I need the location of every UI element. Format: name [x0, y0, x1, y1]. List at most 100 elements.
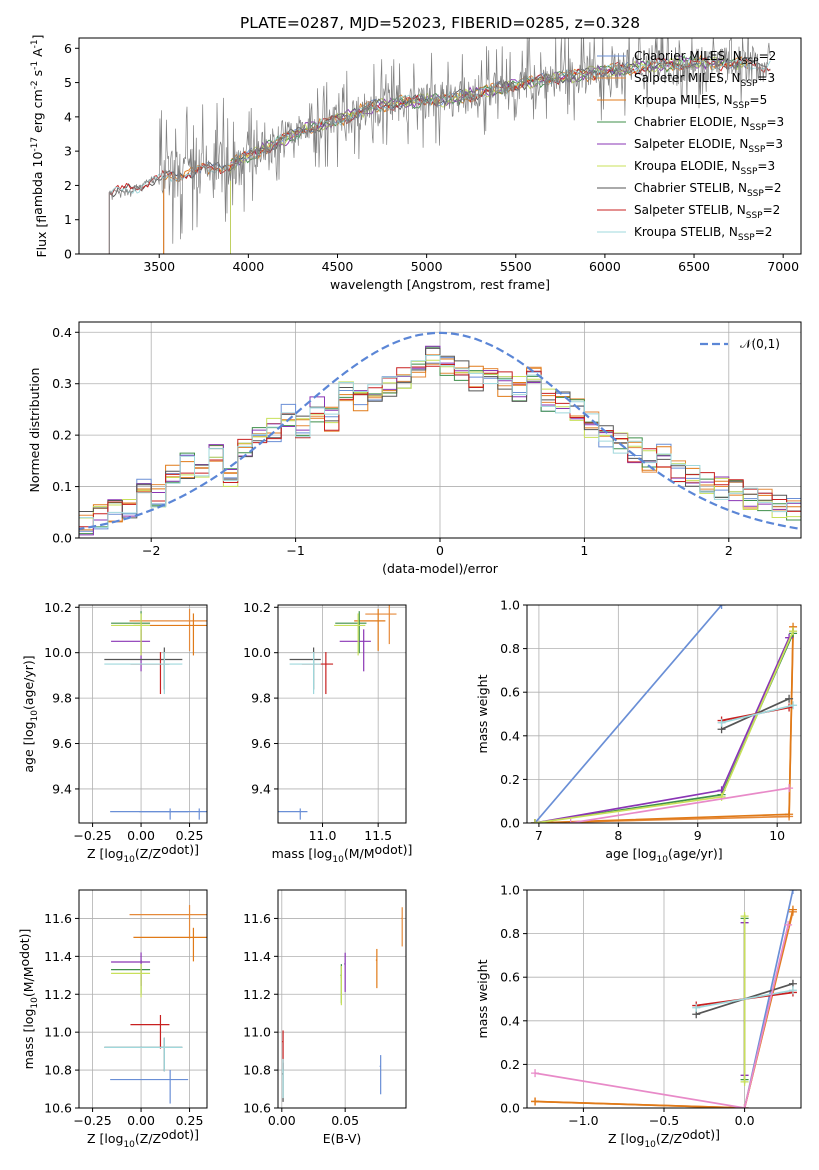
tick-label-x: 0.00: [268, 1113, 296, 1128]
tick-label-x: 6000: [589, 259, 621, 274]
tick-label-x: 9: [694, 828, 702, 843]
tick-label-x: −1: [286, 543, 304, 558]
gaussian-curve: [79, 331, 801, 531]
tick-label-y: 10.2: [243, 600, 271, 615]
tick-label-y: 10.0: [243, 645, 271, 660]
tick-label-x: −2: [142, 543, 160, 558]
label-part: Salpeter STELIB, N: [634, 203, 746, 217]
x-axis-label: Z [log10(Z/Zodot)]: [87, 842, 199, 865]
label-part: odot)]: [161, 842, 199, 857]
tick-label-x: −1.0: [568, 1113, 598, 1128]
weight-line: [696, 989, 794, 1009]
label-part: lambda 10: [30, 152, 45, 215]
axes-frame: [78, 37, 802, 255]
label-part: A: [30, 48, 45, 61]
tick-label-x: −0.25: [73, 1113, 111, 1128]
tick-label-x: 11.0: [309, 828, 337, 843]
tick-label-y: 1.0: [500, 598, 520, 613]
label-part: SSP: [748, 145, 765, 155]
plot-area: [282, 907, 403, 1102]
label-part: 10: [123, 855, 135, 865]
label-part: 10: [123, 1140, 135, 1150]
tick-label-x: 5000: [411, 259, 443, 274]
label-part: SSP: [733, 101, 750, 111]
tick-label-y: 9.4: [52, 781, 72, 796]
label-part: =5: [750, 93, 768, 107]
weight-marker: [740, 912, 749, 921]
weight-marker: [788, 986, 797, 995]
tick-label-x: −0.5: [649, 1113, 679, 1128]
tick-label-y: 10.0: [44, 645, 72, 660]
legend-label: Chabrier MILES, NSSP=2: [634, 49, 776, 67]
histogram-series: [79, 347, 801, 519]
y-axis-label: mass weight: [475, 959, 490, 1038]
tick-label-y: 0.3: [52, 376, 72, 391]
axes-frame: [526, 604, 802, 824]
tick-label-y: 11.0: [243, 1025, 271, 1040]
label-part: -17: [30, 137, 40, 152]
tick-label-y: 9.6: [251, 736, 271, 751]
tick-label-y: 0.8: [500, 926, 520, 941]
model-line: [230, 54, 747, 164]
axes-frame: [78, 889, 208, 1109]
weight-marker: [717, 605, 726, 609]
tick-label-x: 0.0: [735, 1113, 755, 1128]
x-axis-label: age [log10(age/yr)]: [605, 846, 722, 865]
tick-label-y: 9.4: [251, 781, 271, 796]
tick-label-x: 6500: [678, 259, 710, 274]
x-axis-label: Z [log10(Z/Zodot)]: [87, 1127, 199, 1150]
label-part: Salpeter ELODIE, N: [634, 137, 748, 151]
y-axis-label: age [log10(age/yr)]: [21, 655, 40, 772]
weight-line: [534, 924, 789, 1108]
label-part: erg cm: [30, 89, 45, 137]
label-part: Chabrier ELODIE, N: [634, 115, 750, 129]
tick-label-y: 4: [64, 109, 72, 124]
label-part: =3: [757, 159, 775, 173]
label-part: age [log: [21, 721, 36, 772]
label-part: Z [log: [608, 1131, 644, 1146]
label-part: 10: [30, 997, 40, 1009]
weight-marker: [740, 1077, 749, 1086]
label-part: Kroupa ELODIE, N: [634, 159, 741, 173]
label-part: (data-model)/error: [382, 561, 499, 576]
histogram-series: [79, 355, 801, 528]
tick-label-y: 10.8: [44, 1063, 72, 1078]
tick-label-y: 0.4: [52, 325, 72, 340]
plot-area: [104, 905, 207, 1104]
tick-label-x: 3500: [143, 259, 175, 274]
label-part: Z [log: [87, 846, 123, 861]
x-axis-label: (data-model)/error: [382, 561, 499, 576]
legend-label: 𝒩(0,1): [740, 337, 780, 351]
model-line: [109, 55, 771, 194]
axes-frame: [78, 604, 208, 824]
y-axis-label: Normed distribution: [27, 368, 42, 493]
tick-label-y: 0.2: [52, 428, 72, 443]
plot-area: [108, 38, 771, 254]
tick-label-y: 1.0: [500, 883, 520, 898]
legend-label: Chabrier STELIB, NSSP=2: [634, 181, 782, 199]
label-part: 𝒩(0,1): [740, 337, 780, 351]
label-part: SSP: [738, 233, 755, 243]
tick-label-x: 0.00: [127, 1113, 155, 1128]
axes-mass_vs_Z: −0.25 0.00 0.25 10.6 10.8 11.0 11.2 11.4 11.6 Z […: [17, 889, 208, 1150]
tick-label-y: 10.8: [243, 1063, 271, 1078]
tick-label-y: 10.6: [44, 1101, 72, 1116]
label-part: (Z/Z: [135, 846, 161, 861]
tick-label-y: 0.6: [500, 970, 520, 985]
label-part: SSP: [741, 167, 758, 177]
axes-frame: [78, 321, 802, 539]
label-part: (M/M: [21, 966, 36, 997]
tick-label-y: 0.0: [500, 1101, 520, 1116]
label-part: mass weight: [475, 674, 490, 753]
tick-label-y: 9.8: [52, 691, 72, 706]
weight-marker: [789, 627, 798, 636]
label-part: odot)]: [682, 1127, 720, 1142]
tick-label-y: 10.2: [44, 600, 72, 615]
legend-label: Salpeter ELODIE, NSSP=3: [634, 137, 783, 155]
tick-label-x: 7: [535, 828, 543, 843]
weight-marker: [789, 701, 798, 710]
tick-label-y: 0.0: [52, 531, 72, 546]
tick-label-x: 0.25: [176, 828, 204, 843]
